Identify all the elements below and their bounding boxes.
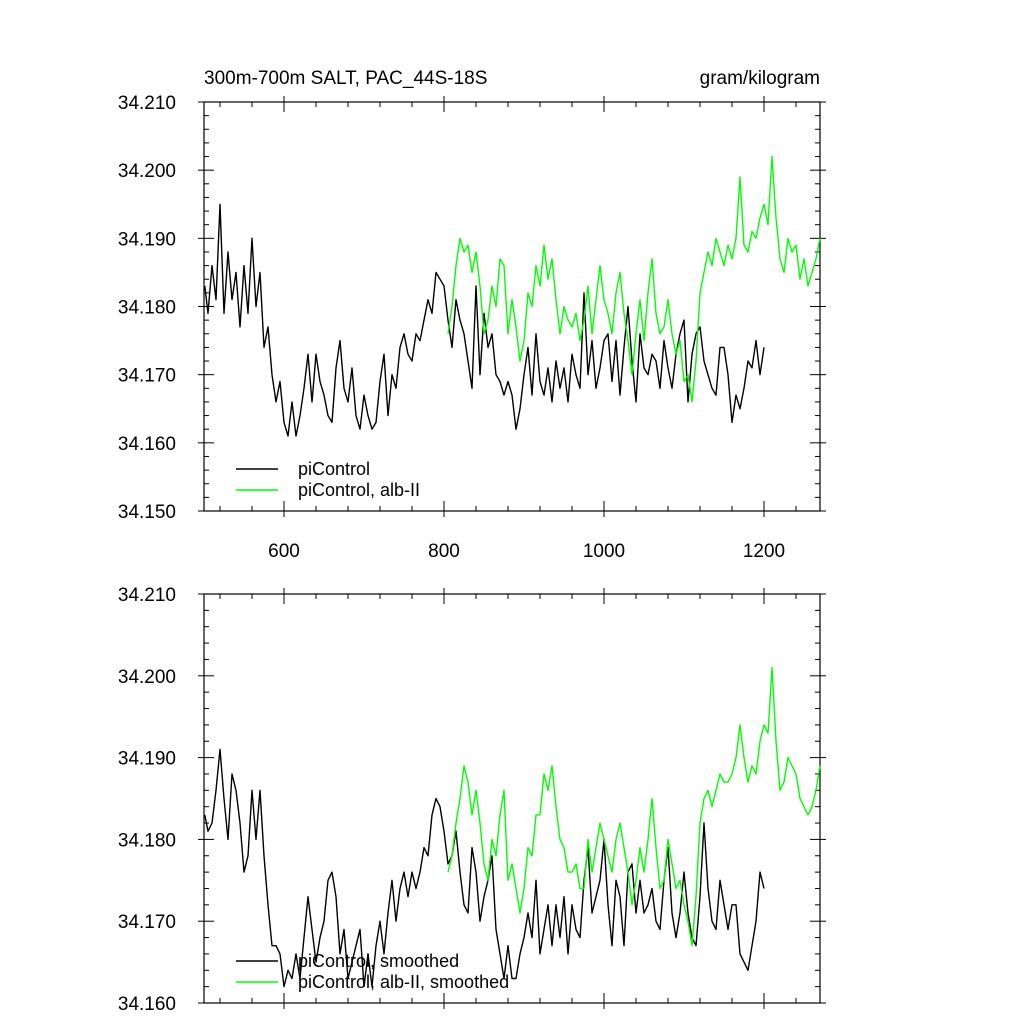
y-tick-label: 34.210 <box>118 93 176 114</box>
x-tick-label: 800 <box>428 541 460 562</box>
legend-label: piControl, alb-II <box>298 480 420 500</box>
legend-label: piControl, smoothed <box>298 951 459 971</box>
plot-frame <box>203 593 821 1004</box>
legend-label: piControl, alb-II, smoothed <box>298 972 509 992</box>
y-tick-label: 34.170 <box>118 366 176 387</box>
chart-title: 300m-700m SALT, PAC_44S-18S <box>204 68 487 89</box>
x-tick-label: 1200 <box>743 541 785 562</box>
y-tick-label: 34.160 <box>118 434 176 455</box>
y-tick-label: 34.200 <box>118 161 176 182</box>
units-label: gram/kilogram <box>700 68 820 89</box>
top-panel: 600 800 1000 1200 34.150 34.160 34.170 34.180 34… <box>118 93 826 562</box>
bottom-panel: 34.160 34.170 34.180 34.190 34.200 34.210 piCo… <box>118 585 826 1015</box>
y-tick-label: 34.180 <box>118 298 176 319</box>
legend-label: piControl <box>298 459 370 479</box>
y-tick-label: 34.190 <box>118 749 176 770</box>
x-tick-label: 600 <box>268 541 300 562</box>
y-tick-label: 34.180 <box>118 830 176 851</box>
y-tick-label: 34.150 <box>118 502 176 523</box>
series-line-1 <box>447 666 821 947</box>
series-line-1 <box>447 155 821 403</box>
plot-frame <box>203 101 821 512</box>
series-line-0 <box>204 748 765 988</box>
y-tick-label: 34.170 <box>118 912 176 933</box>
y-tick-label: 34.190 <box>118 229 176 250</box>
series-line-0 <box>204 203 765 437</box>
y-tick-label: 34.160 <box>118 994 176 1015</box>
y-tick-label: 34.200 <box>118 667 176 688</box>
x-tick-label: 1000 <box>583 541 625 562</box>
y-tick-label: 34.210 <box>118 585 176 606</box>
